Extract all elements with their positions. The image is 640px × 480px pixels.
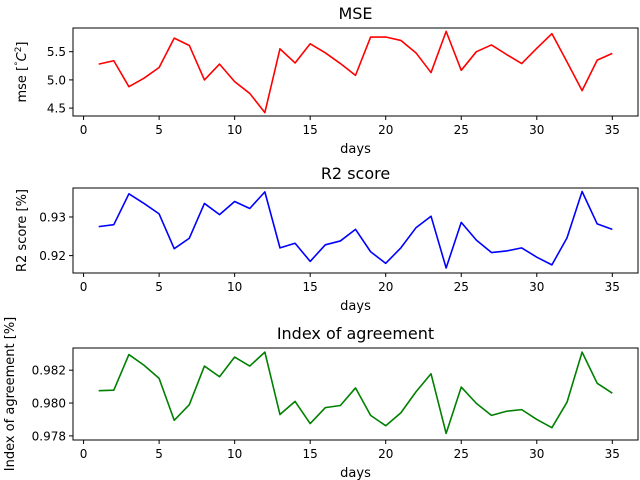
series-line <box>98 30 613 114</box>
x-tick-label: 15 <box>303 123 318 137</box>
x-tick-label: 25 <box>454 123 469 137</box>
x-tick-label: 5 <box>155 280 163 294</box>
y-axis-label: R2 score [%] <box>15 189 30 272</box>
x-tick-label: 5 <box>155 447 163 461</box>
x-tick-label: 30 <box>529 123 544 137</box>
x-tick-label: 0 <box>80 447 88 461</box>
x-tick-label: 20 <box>378 447 393 461</box>
x-tick-label: 10 <box>227 280 242 294</box>
y-tick-label: 0.982 <box>32 364 66 378</box>
subplot-1: 0 5 10 15 20 25 30 35 4.5 5.0 5.5 MSE days mse [°C2] <box>14 4 639 157</box>
x-tick-label: 30 <box>529 447 544 461</box>
x-tick-label: 0 <box>80 123 88 137</box>
plot-frame <box>72 27 639 117</box>
x-tick-label: 15 <box>303 447 318 461</box>
subplot-2: 0 5 10 15 20 25 30 35 0.92 0.93 R2 score days R2 sco… <box>15 164 639 314</box>
x-tick-label: 30 <box>529 280 544 294</box>
x-tick-label: 25 <box>454 447 469 461</box>
x-axis-label: days <box>340 299 371 314</box>
x-tick-label: 5 <box>155 123 163 137</box>
x-tick-label: 35 <box>605 123 620 137</box>
x-tick-label: 10 <box>227 447 242 461</box>
y-tick-label: 5.5 <box>47 45 66 59</box>
x-tick-label: 25 <box>454 280 469 294</box>
chart-title: MSE <box>338 4 372 23</box>
x-tick-label: 35 <box>605 447 620 461</box>
x-tick-label: 0 <box>80 280 88 294</box>
y-tick-label: 0.93 <box>39 210 66 224</box>
x-axis-label: days <box>340 466 371 480</box>
x-tick-label: 35 <box>605 280 620 294</box>
x-tick-label: 10 <box>227 123 242 137</box>
y-tick-label: 5.0 <box>47 73 66 87</box>
plot-frame <box>72 347 639 441</box>
y-tick-label: 0.92 <box>39 249 66 263</box>
y-tick-label: 4.5 <box>47 102 66 116</box>
y-axis-label: mse [°C2] <box>14 41 30 102</box>
series-line <box>98 351 613 435</box>
y-axis-label: Index of agreement [%] <box>3 317 18 471</box>
y-tick-label: 0.980 <box>32 397 66 411</box>
chart-title: R2 score <box>321 164 390 183</box>
subplot-3: 0 5 10 15 20 25 30 35 0.978 0.980 0.982 Index of ag… <box>3 317 639 480</box>
x-tick-label: 20 <box>378 280 393 294</box>
series-line <box>98 190 613 269</box>
chart-title: Index of agreement <box>277 324 434 343</box>
x-axis-label: days <box>340 142 371 157</box>
x-tick-label: 20 <box>378 123 393 137</box>
y-tick-label: 0.978 <box>32 429 66 443</box>
plot-frame <box>72 187 639 274</box>
x-tick-label: 15 <box>303 280 318 294</box>
